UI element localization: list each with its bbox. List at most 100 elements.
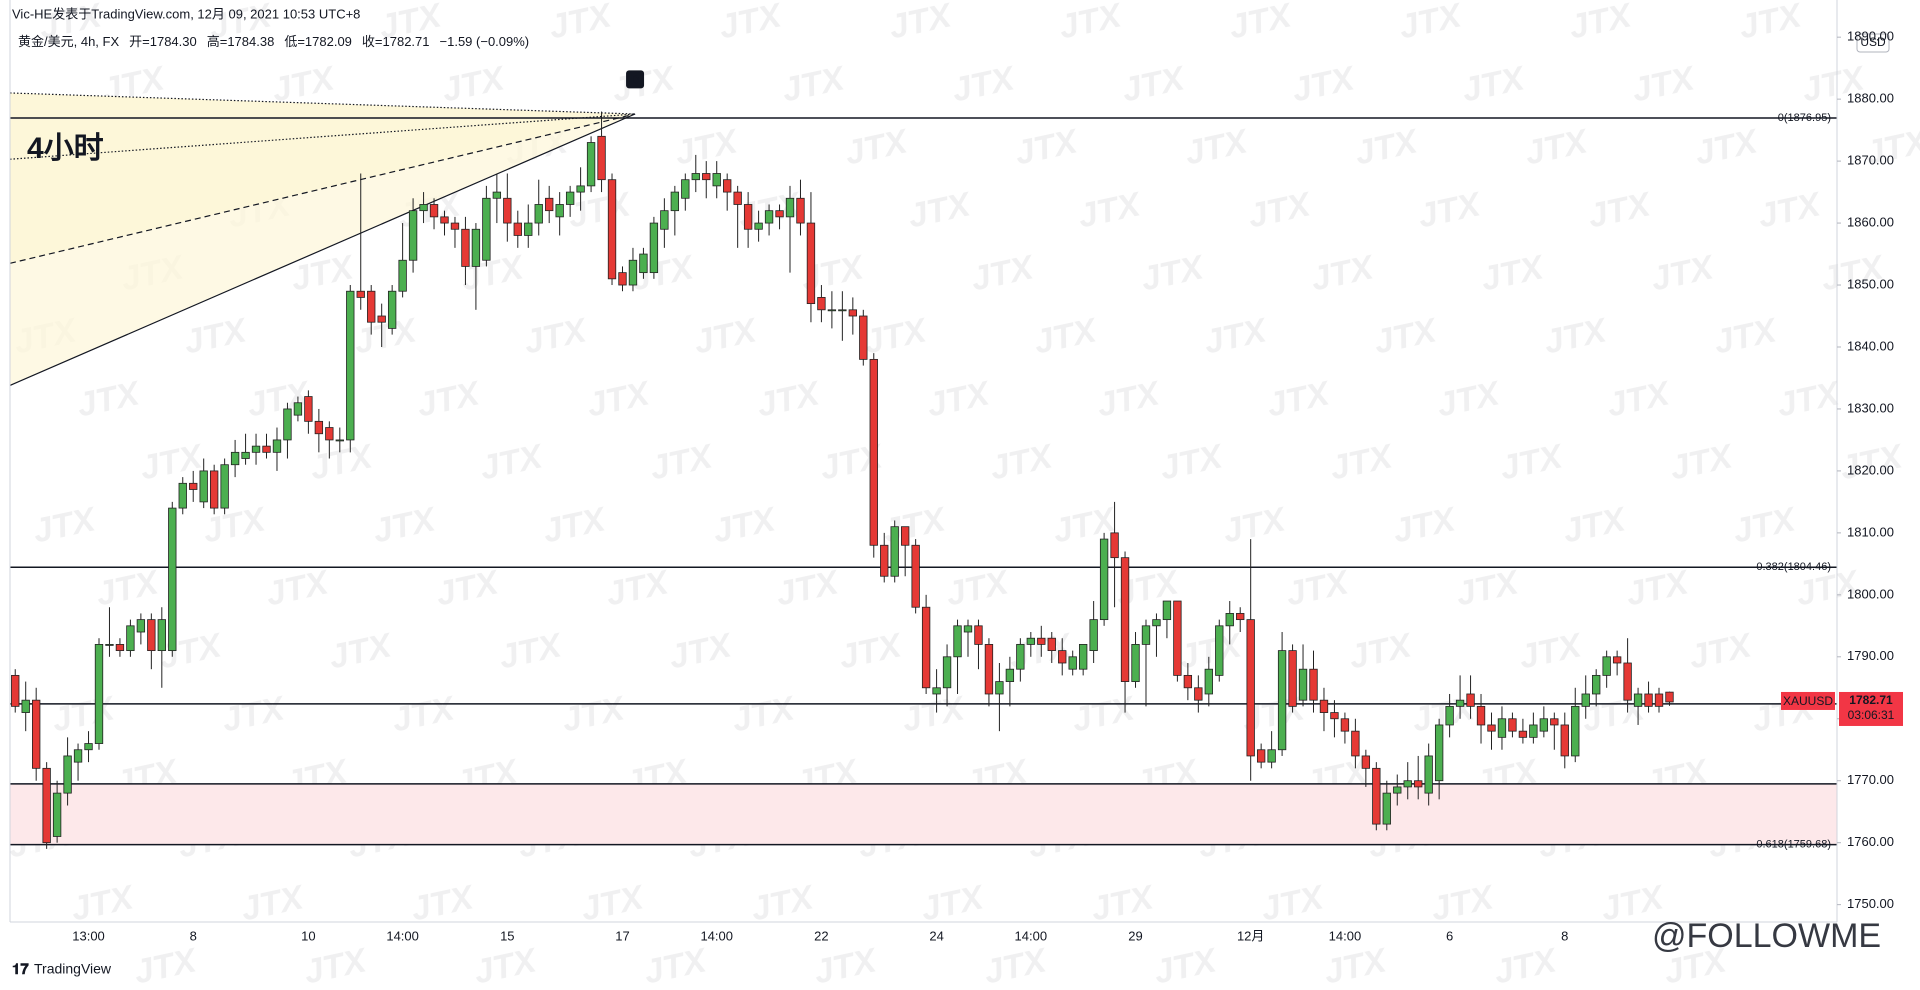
candle-body	[513, 222, 522, 236]
candle-body	[1665, 691, 1674, 703]
y-tick-label: 1840.00	[1847, 338, 1894, 353]
trendline	[9, 113, 636, 386]
candle-body	[1592, 674, 1601, 695]
candle-body	[1351, 730, 1360, 757]
candle-body	[524, 222, 533, 236]
candle-body	[911, 544, 920, 608]
candle-body	[1424, 755, 1433, 794]
candle-body	[1466, 693, 1475, 707]
candle-body	[1403, 780, 1412, 788]
candle-body	[618, 272, 627, 286]
candle-body	[314, 420, 324, 435]
candle-body	[1225, 613, 1234, 627]
candle-body	[209, 470, 219, 509]
candle-body	[356, 290, 365, 298]
candle-body	[408, 210, 418, 261]
candle-body	[1089, 619, 1098, 652]
candle-body	[1141, 625, 1151, 645]
y-tick-label: 1770.00	[1847, 772, 1894, 787]
candle-body	[1309, 668, 1318, 701]
currency-box[interactable]	[1856, 33, 1890, 53]
candle-body	[398, 259, 407, 292]
candle-body	[1183, 674, 1193, 689]
x-tick-label: 22	[814, 928, 828, 943]
candle-body	[325, 427, 334, 441]
candle-body	[346, 290, 355, 441]
candle-body	[450, 222, 460, 230]
candle-body	[733, 191, 742, 205]
candle-body	[1602, 656, 1611, 676]
symbol-field: 黄金/美元, 4h, FX	[18, 34, 119, 49]
candle-body	[492, 191, 502, 199]
candle-body	[1047, 637, 1056, 652]
candle-body	[168, 507, 177, 652]
symbol-field: 低=1782.09	[284, 34, 352, 49]
candle-body	[1539, 718, 1549, 732]
x-tick-label: 13:00	[72, 928, 105, 943]
candle-body	[251, 445, 261, 453]
candle-body	[1560, 724, 1569, 757]
candle-body	[189, 482, 198, 490]
candle-body	[670, 191, 680, 212]
y-tick-label: 1830.00	[1847, 400, 1894, 415]
candle-body	[471, 228, 481, 267]
candle-body	[367, 290, 376, 323]
candle-body	[691, 173, 700, 181]
candle-body	[1246, 619, 1255, 757]
point-label: D	[631, 73, 640, 87]
candle-body	[52, 792, 62, 837]
candle-body	[1277, 650, 1287, 751]
candle-body	[953, 625, 962, 658]
candle-body	[921, 606, 931, 689]
candle-body	[1110, 532, 1119, 559]
y-tick-label: 1790.00	[1847, 648, 1894, 663]
y-tick-label: 1870.00	[1847, 153, 1894, 168]
y-tick-label: 1800.00	[1847, 586, 1894, 601]
candle-body	[1236, 613, 1245, 621]
x-tick-label: 8	[190, 928, 197, 943]
x-tick-label: 6	[1446, 928, 1453, 943]
plot-area: 0(1876.95)0.382(1804.46)0.5(0.618(1759.6…	[9, 70, 1837, 851]
candle-body	[63, 755, 72, 794]
candle-body	[681, 179, 690, 199]
candle-body	[147, 619, 156, 652]
candle-body	[859, 315, 868, 360]
candle-body	[1518, 730, 1528, 738]
candle-body	[115, 644, 125, 652]
x-tick-label: 15	[500, 928, 514, 943]
point-marker	[626, 70, 645, 89]
candle-body	[230, 451, 240, 466]
candle-body	[576, 185, 585, 193]
candle-body	[429, 204, 439, 218]
candle-body	[649, 222, 659, 274]
candle-body	[712, 173, 721, 187]
y-tick-label: 1890.00	[1847, 29, 1894, 44]
trendline	[9, 92, 636, 115]
candle-body	[764, 210, 774, 224]
candle-body	[241, 451, 250, 459]
candle-body	[94, 644, 104, 744]
candle-body	[984, 644, 994, 695]
symbol-tag-label: XAUUSD	[1783, 694, 1833, 708]
candle-body	[565, 191, 575, 205]
candle-body	[1162, 600, 1172, 621]
candle-body	[639, 253, 648, 274]
candle-body	[628, 259, 638, 286]
currency[interactable]: USD	[1860, 35, 1886, 49]
brand-icon: 𝟏𝟕	[12, 961, 29, 978]
x-tick-label: 10	[301, 928, 315, 943]
candle-body	[42, 767, 51, 844]
candle-body	[262, 445, 271, 453]
candle-body	[220, 464, 229, 509]
candle-body	[869, 358, 878, 546]
candle-body	[482, 197, 491, 261]
candle-body	[199, 470, 208, 503]
x-tick-label: 8	[1561, 928, 1568, 943]
candle-body	[11, 674, 20, 707]
candle-body	[461, 228, 470, 267]
candle-body	[1204, 668, 1213, 695]
candle-body	[723, 179, 732, 193]
candle-body	[1288, 650, 1297, 707]
y-tick-label: 1880.00	[1847, 91, 1894, 106]
